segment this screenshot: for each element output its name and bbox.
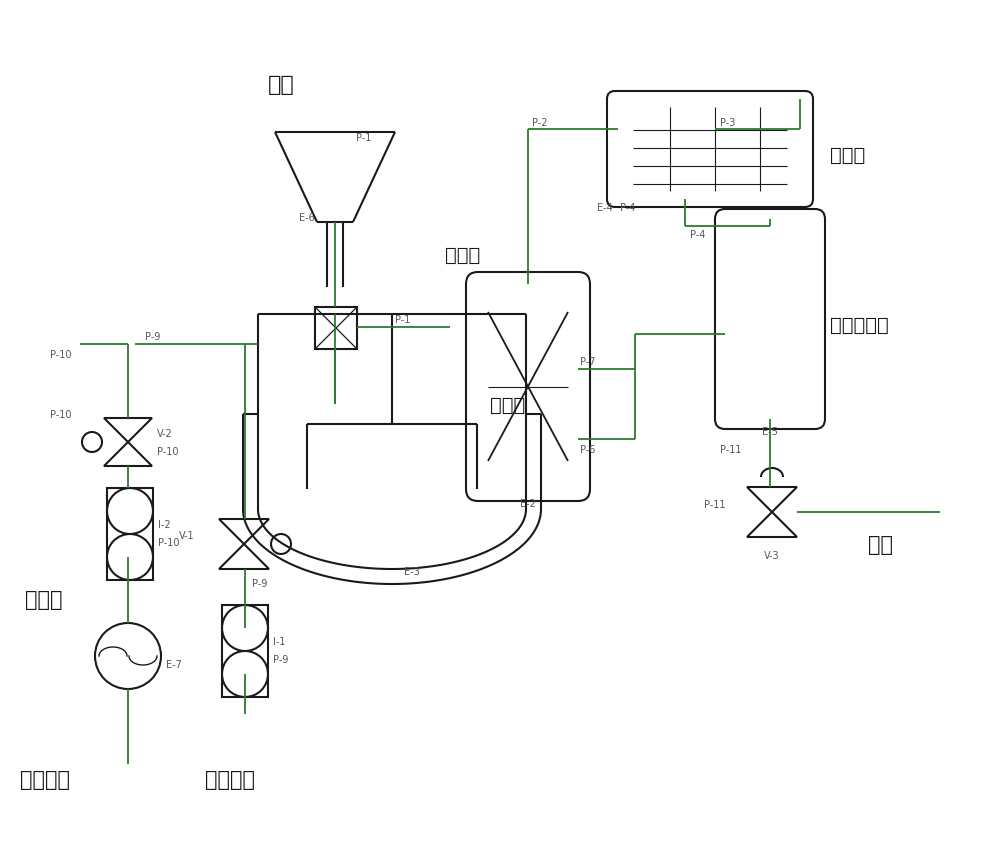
Text: P-11: P-11 [720,445,742,454]
Text: P-9: P-9 [145,332,160,342]
Text: I-1: I-1 [273,636,286,647]
Text: 醇水分离罐: 醇水分离罐 [830,315,889,334]
Polygon shape [104,442,152,467]
Polygon shape [747,512,797,538]
Text: 一次加醇: 一次加醇 [205,769,255,789]
Text: 排水: 排水 [868,534,893,555]
Circle shape [222,652,268,697]
Text: P-11: P-11 [704,500,726,510]
Circle shape [82,432,102,452]
Text: P-1: P-1 [356,133,371,143]
Text: V-3: V-3 [764,550,780,560]
Text: E-6: E-6 [299,213,315,223]
Text: P-10: P-10 [50,349,72,360]
Polygon shape [219,544,269,570]
Circle shape [222,605,268,652]
Text: I-2: I-2 [158,519,171,529]
Text: 冷凝器: 冷凝器 [830,145,865,165]
Bar [107,489,153,581]
Text: P-9: P-9 [252,578,267,588]
Text: P-2: P-2 [532,118,548,127]
Text: P-6: P-6 [580,445,595,454]
Text: E-3: E-3 [404,566,420,576]
Polygon shape [747,488,797,512]
Circle shape [107,534,153,581]
Text: 加热器: 加热器 [25,589,63,609]
FancyBboxPatch shape [607,92,813,208]
Text: V-1: V-1 [179,530,195,540]
Text: E-4: E-4 [597,203,613,213]
Text: P-4: P-4 [690,230,705,240]
Text: 酯化釜: 酯化釜 [490,395,525,414]
Polygon shape [104,419,152,442]
Text: P-10: P-10 [157,446,179,457]
Bar [315,307,357,349]
Circle shape [271,534,291,555]
Circle shape [107,489,153,534]
Text: P-1: P-1 [395,315,410,325]
Text: P-4: P-4 [620,203,635,213]
Text: P-10: P-10 [50,409,72,419]
Circle shape [95,623,161,690]
Text: V-2: V-2 [157,429,173,439]
Text: 酯化塔: 酯化塔 [445,246,480,264]
Text: E-2: E-2 [520,499,536,508]
Text: P-3: P-3 [720,118,735,127]
Polygon shape [219,519,269,544]
Text: P-9: P-9 [273,654,288,664]
Text: E-5: E-5 [762,426,778,436]
FancyBboxPatch shape [715,210,825,430]
Text: P-10: P-10 [158,538,180,548]
Text: P-7: P-7 [580,356,596,366]
Bar [222,605,268,697]
FancyBboxPatch shape [466,273,590,501]
Text: 二次补醇: 二次补醇 [20,769,70,789]
Text: E-7: E-7 [166,659,182,669]
Text: 酸酐: 酸酐 [268,75,295,95]
